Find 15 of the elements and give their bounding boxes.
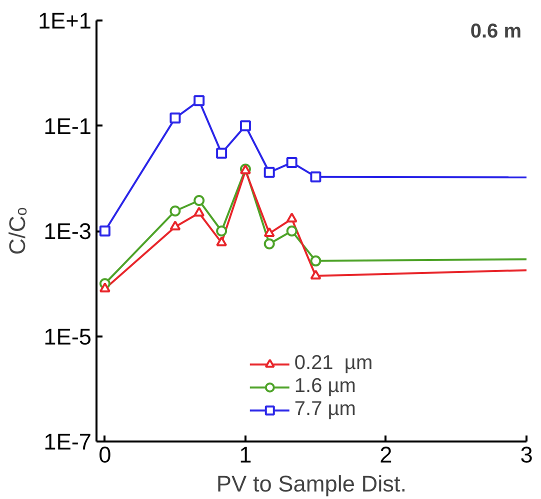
x-tick-label: 2 bbox=[380, 442, 392, 468]
x-tick-label: 1 bbox=[239, 442, 252, 468]
y-tick-label: 1E-5 bbox=[44, 323, 92, 350]
x-tick-label: 3 bbox=[520, 442, 533, 468]
legend-label: 0.21 µm bbox=[294, 352, 373, 375]
y-tick-label: 1E-1 bbox=[44, 112, 92, 139]
x-tick-label: 0 bbox=[98, 442, 112, 468]
annotation: 0.6 m bbox=[470, 20, 522, 42]
x-axis-title: PV to Sample Dist. bbox=[216, 470, 407, 496]
y-tick-label: 1E-3 bbox=[44, 218, 92, 244]
y-axis-title: C/Cₒ bbox=[4, 207, 30, 255]
y-tick-label: 1E+1 bbox=[38, 8, 92, 34]
y-tick-label: 1E-7 bbox=[44, 428, 92, 454]
legend-label: 1.6 µm bbox=[294, 375, 356, 398]
legend-label: 7.7 µm bbox=[294, 398, 356, 421]
